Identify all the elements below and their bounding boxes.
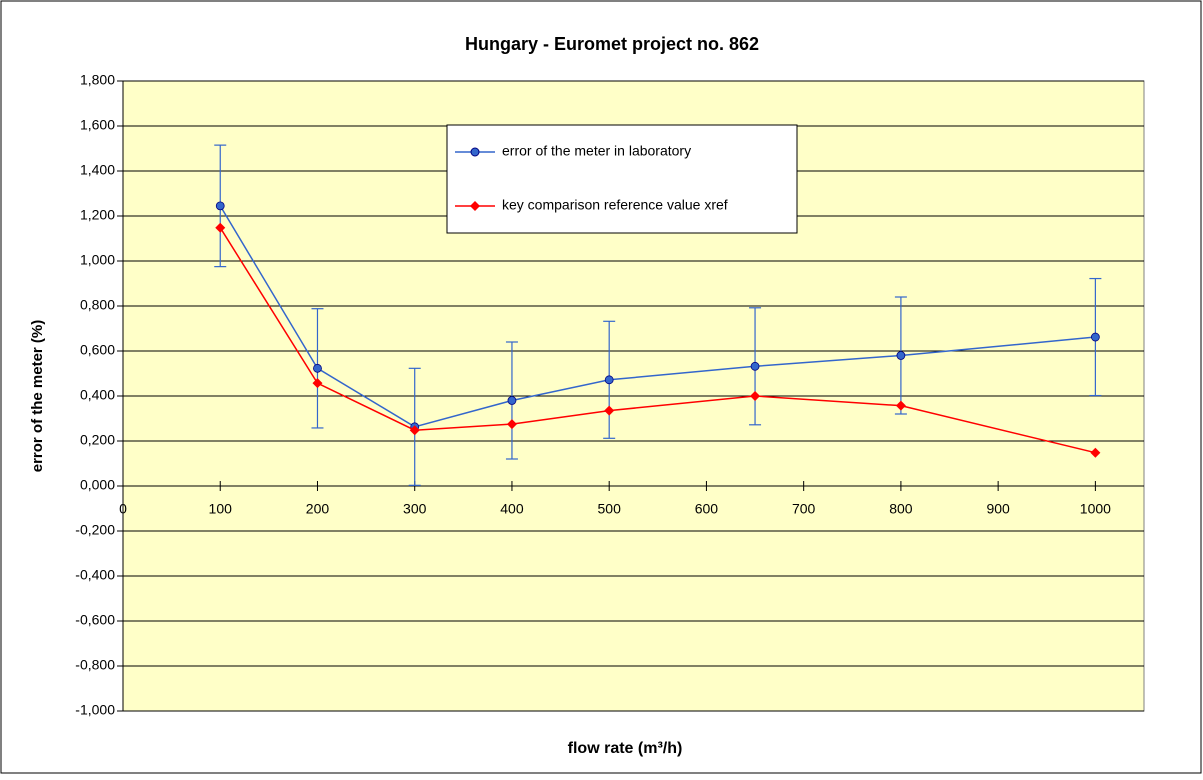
marker [313, 363, 322, 373]
legend-marker [470, 201, 480, 211]
x-tick-label: 100 [209, 501, 233, 517]
y-axis-title: error of the meter (%) [29, 320, 46, 473]
x-tick-label: 0 [119, 501, 127, 517]
marker [1090, 332, 1100, 342]
series-line [219, 205, 1096, 428]
marker [750, 391, 761, 401]
chart-title: Hungary - Euromet project no. 862 [465, 34, 759, 54]
y-tick-label: -0,800 [75, 657, 115, 673]
y-tick-label: 1,000 [80, 252, 115, 268]
marker [215, 222, 226, 233]
legend-label: error of the meter in laboratory [502, 143, 691, 159]
marker [750, 361, 760, 371]
legend-box [446, 124, 798, 234]
y-tick-label: 0,200 [80, 432, 115, 448]
marker [215, 201, 225, 211]
y-tick-label: 1,800 [80, 72, 115, 88]
y-tick-label: 1,200 [80, 207, 115, 223]
legend-marker [470, 147, 480, 157]
x-tick-label: 600 [695, 501, 719, 517]
x-tick-label: 900 [986, 501, 1010, 517]
y-tick-label: 1,400 [80, 162, 115, 178]
y-tick-label: 0,800 [80, 297, 115, 313]
marker [507, 396, 517, 405]
series-line [219, 227, 1096, 454]
x-tick-label: 500 [598, 501, 622, 517]
x-tick-label: 400 [500, 501, 524, 517]
y-tick-label: -0,600 [75, 612, 115, 628]
y-tick-label: -1,000 [75, 702, 115, 718]
y-tick-label: 1,600 [80, 117, 115, 133]
marker [1090, 447, 1101, 458]
x-tick-label: 300 [403, 501, 427, 517]
y-tick-label: 0,600 [80, 342, 115, 358]
x-axis-title: flow rate (m³/h) [568, 740, 683, 757]
x-tick-label: 800 [889, 501, 913, 517]
y-tick-label: -0,200 [75, 522, 115, 538]
y-tick-label: 0,400 [80, 387, 115, 403]
x-tick-label: 1000 [1080, 501, 1111, 517]
marker [896, 351, 906, 360]
y-tick-label: -0,400 [75, 567, 115, 583]
marker [409, 425, 420, 436]
x-tick-label: 200 [306, 501, 330, 517]
x-tick-label: 700 [792, 501, 816, 517]
marker [604, 375, 614, 385]
marker [506, 419, 517, 430]
y-tick-label: 0,000 [80, 477, 115, 493]
legend-label: key comparison reference value xref [502, 197, 728, 213]
marker [895, 400, 906, 411]
marker [312, 378, 323, 389]
marker [604, 405, 615, 416]
